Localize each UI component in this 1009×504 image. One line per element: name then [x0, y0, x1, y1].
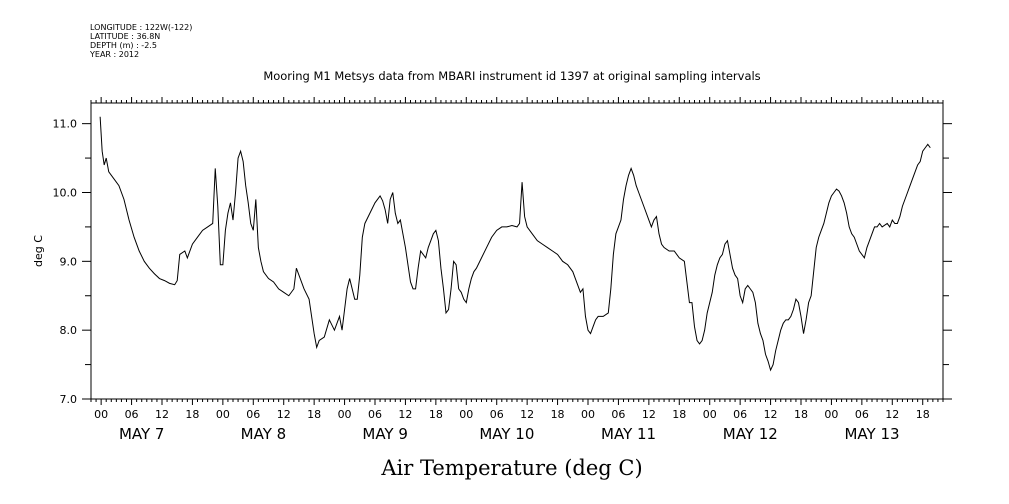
y-tick-label: 7.0 [60, 393, 78, 406]
x-tick-label: 00 [581, 408, 595, 421]
x-tick-label: 00 [94, 408, 108, 421]
x-tick-labels: 00 06 12 18 00 06 12 18 00 06 12 18 00 06 12 18 00 06 12 18… [94, 408, 930, 421]
day-label: MAY 10 [479, 425, 534, 443]
meta-longitude: LONGITUDE : 122W(-122) [90, 23, 192, 32]
x-tick-label: 06 [125, 408, 139, 421]
air-temperature-line [99, 116, 931, 372]
x-tick-label: 00 [459, 408, 473, 421]
x-tick-label: 06 [368, 408, 382, 421]
day-labels: MAY 7 MAY 8 MAY 9 MAY 10 MAY 11 MAY 12 MAY 13 [119, 425, 900, 443]
y-axis-label: deg C [32, 235, 45, 267]
x-tick-label: 12 [764, 408, 778, 421]
x-tick-label: 12 [642, 408, 656, 421]
y-tick-label: 9.0 [60, 255, 78, 268]
x-tick-label: 18 [794, 408, 808, 421]
day-label: MAY 8 [241, 425, 287, 443]
x-tick-label: 06 [246, 408, 260, 421]
day-label: MAY 11 [601, 425, 656, 443]
day-label: MAY 9 [362, 425, 408, 443]
x-tick-label: 18 [551, 408, 565, 421]
x-tick-label: 00 [216, 408, 230, 421]
x-tick-label: 06 [733, 408, 747, 421]
y-tick-label: 10.0 [53, 186, 78, 199]
meta-depth: DEPTH (m) : -2.5 [90, 41, 157, 50]
meta-year: YEAR : 2012 [89, 50, 139, 59]
x-tick-label: 18 [185, 408, 199, 421]
x-tick-label: 00 [338, 408, 352, 421]
x-tick-label: 00 [703, 408, 717, 421]
x-tick-label: 06 [855, 408, 869, 421]
y-tick-label: 11.0 [53, 118, 78, 131]
x-tick-label: 12 [885, 408, 899, 421]
x-tick-label: 06 [490, 408, 504, 421]
y-tick-labels: 7.0 8.0 9.0 10.0 11.0 [53, 118, 78, 406]
x-tick-label: 18 [307, 408, 321, 421]
x-tick-label: 06 [611, 408, 625, 421]
x-tick-label: 12 [155, 408, 169, 421]
plot-frame [90, 102, 944, 400]
x-tick-label: 18 [916, 408, 930, 421]
x-tick-label: 12 [520, 408, 534, 421]
x-tick-label: 00 [824, 408, 838, 421]
x-tick-label: 12 [398, 408, 412, 421]
x-axis-label: Air Temperature (deg C) [380, 456, 642, 480]
y-tick-label: 8.0 [60, 324, 78, 337]
day-label: MAY 12 [723, 425, 778, 443]
x-tick-label: 18 [429, 408, 443, 421]
chart-title: Mooring M1 Metsys data from MBARI instru… [263, 69, 760, 83]
metadata-block: LONGITUDE : 122W(-122) LATITUDE : 36.8N … [89, 23, 192, 59]
x-tick-label: 12 [277, 408, 291, 421]
x-tick-label: 18 [672, 408, 686, 421]
axis-ticks [82, 97, 952, 405]
day-label: MAY 13 [844, 425, 899, 443]
day-label: MAY 7 [119, 425, 165, 443]
meta-latitude: LATITUDE : 36.8N [90, 32, 160, 41]
